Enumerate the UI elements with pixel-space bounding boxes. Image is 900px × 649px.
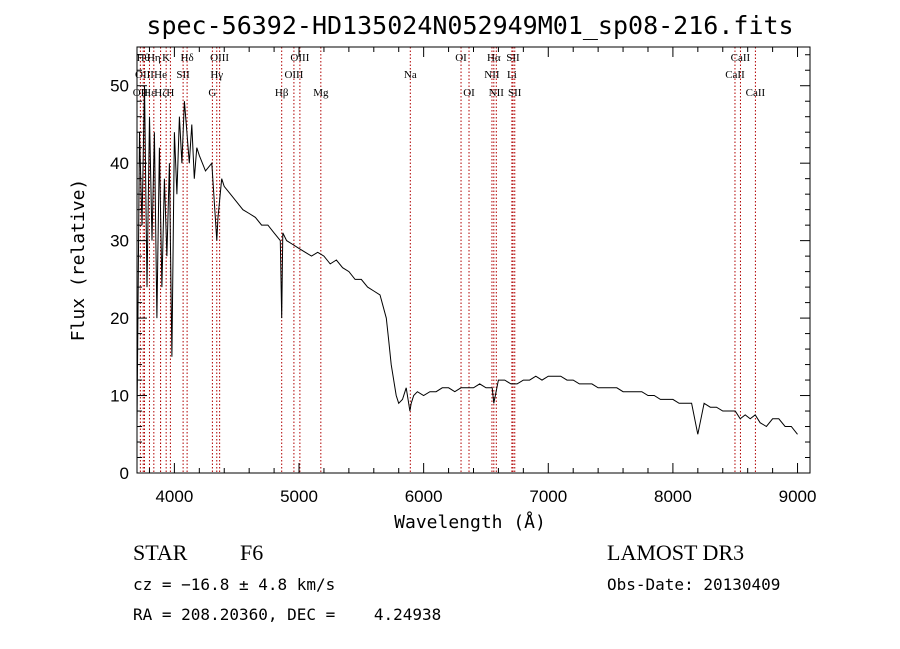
spectral-line-label: Hε	[143, 87, 156, 99]
y-tick-label: 20	[110, 309, 129, 328]
object-subclass: F6	[240, 540, 263, 565]
spectral-line-label: OIII	[284, 69, 303, 81]
spectral-line-label: CaII	[746, 87, 766, 99]
spectral-line-label: OIII	[135, 69, 154, 81]
y-tick-label: 40	[110, 154, 129, 173]
redshift-cz: cz = −16.8 ± 4.8 km/s	[133, 575, 335, 594]
plot-frame	[136, 46, 811, 474]
spectral-line-label: Hβ	[275, 87, 289, 99]
x-tick-label: 8000	[654, 487, 692, 506]
spectral-line-label: OIII	[210, 52, 229, 64]
spectral-line-label: K	[162, 52, 170, 64]
spectral-line-label: SII	[176, 69, 190, 81]
spectral-line-label: Hα	[487, 52, 501, 64]
x-axis-label: Wavelength (Å)	[394, 511, 546, 533]
spectral-line-label: Mg	[313, 87, 329, 99]
spectral-line-label: CaII	[731, 52, 751, 64]
spectral-line-label: NII	[484, 69, 500, 81]
spectral-line-label: OI	[463, 87, 475, 99]
spectral-line-label: SII	[506, 52, 520, 64]
y-tick-label: 30	[110, 232, 129, 251]
x-axis-ticks: 4000 5000 6000 7000 8000 9000	[148, 47, 817, 506]
chart-title: spec-56392-HD135024N052949M01_sp08-216.f…	[146, 11, 793, 40]
spectral-line-label: Hγ	[210, 69, 223, 81]
spectral-line-label: Li	[507, 69, 517, 81]
spectral-line-label: OIII	[290, 52, 309, 64]
spectrum-series-line	[136, 85, 798, 435]
y-tick-label: 50	[110, 77, 129, 96]
spectral-line-label: OI	[455, 52, 467, 64]
spectral-line-label: He	[154, 69, 167, 81]
x-tick-label: 4000	[155, 487, 193, 506]
x-tick-label: 7000	[529, 487, 567, 506]
y-axis-label: Flux (relative)	[68, 179, 89, 342]
spectral-line-label: G	[208, 87, 216, 99]
spectral-line-markers	[139, 47, 756, 473]
spectral-line-labels: OIIOIIIHεHθHηHζKHeHSIIHδGHγOIIIHβOIIIOII…	[133, 52, 766, 99]
coordinates: RA = 208.20360, DEC = 4.24938	[133, 605, 441, 624]
spectral-line-label: Hδ	[181, 52, 194, 64]
spectral-line-label: Na	[404, 69, 417, 81]
object-class: STAR	[133, 540, 188, 565]
x-tick-label: 5000	[280, 487, 318, 506]
x-tick-label: 6000	[405, 487, 443, 506]
survey-name: LAMOST DR3	[607, 540, 744, 565]
y-tick-label: 10	[110, 387, 129, 406]
spectral-line-label: Hη	[147, 52, 161, 64]
observation-date: Obs-Date: 20130409	[607, 575, 780, 594]
y-axis-ticks: 0 10 20 30 40 50	[110, 54, 810, 483]
spectral-line-label: SII	[508, 87, 522, 99]
spectral-line-label: NII	[489, 87, 505, 99]
y-tick-label: 0	[120, 464, 129, 483]
spectral-line-label: Hζ	[154, 87, 167, 99]
spectral-line-label: H	[166, 87, 174, 99]
x-tick-label: 9000	[779, 487, 817, 506]
spectral-line-label: CaII	[725, 69, 745, 81]
